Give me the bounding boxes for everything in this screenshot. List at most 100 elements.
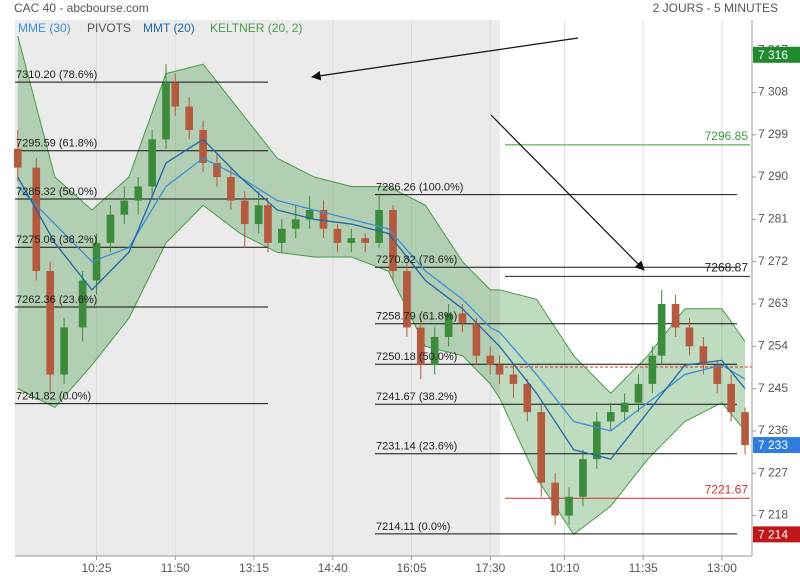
candle-body — [185, 106, 193, 131]
fibonacci-label: 7231.14 (23.6%) — [376, 441, 457, 453]
candle-body — [291, 219, 300, 229]
chart-title: CAC 40 - abcbourse.com — [14, 1, 149, 15]
fibonacci-label: 7275.06 (38.2%) — [16, 234, 97, 246]
candle-body — [227, 177, 235, 201]
candle-body — [148, 139, 156, 187]
candle-body — [495, 365, 504, 375]
candle-body — [403, 271, 411, 328]
candle-body — [106, 214, 115, 243]
fibonacci-label: 7310.20 (78.6%) — [16, 69, 97, 81]
price-tag — [753, 46, 800, 63]
candle-body — [458, 313, 467, 323]
pivot-label: 7221.67 — [705, 482, 749, 496]
candle-body — [509, 374, 518, 384]
chart-subtitle: 2 JOURS - 5 MINUTES — [653, 1, 778, 15]
candle-body — [634, 383, 643, 403]
x-tick-label: 10:10 — [549, 561, 579, 575]
moving-average-line — [17, 138, 746, 460]
fibonacci-label: 7286.26 (100.0%) — [376, 182, 463, 194]
fibonacci-label: 7250.18 (50.0%) — [376, 351, 457, 363]
legend-entry: MMT (20) — [143, 21, 195, 35]
y-tick-label: 7 227 — [758, 465, 788, 479]
y-tick-label: 7 272 — [758, 254, 788, 268]
previous-session-shade — [15, 20, 500, 556]
candle-body — [551, 482, 559, 516]
annotation-arrow — [311, 37, 579, 81]
fibonacci-label: 7270.82 (78.6%) — [376, 254, 457, 266]
candle-body — [305, 209, 314, 220]
price-tag-label: 7 214 — [758, 528, 788, 542]
fibonacci-label: 7258.79 (61.8%) — [376, 311, 457, 323]
y-tick-label: 7 281 — [758, 212, 788, 226]
fibonacci-label: 7214.11 (0.0%) — [376, 521, 450, 533]
candle-body — [199, 130, 207, 163]
candle-body — [537, 412, 546, 483]
fibonacci-label: 7241.67 (38.2%) — [376, 391, 457, 403]
candle-body — [565, 496, 573, 516]
legend-entry: KELTNER (20, 2) — [210, 21, 302, 35]
candle-body — [430, 336, 439, 366]
candle-body — [444, 313, 453, 337]
candle-body — [685, 327, 694, 347]
candle-body — [741, 412, 749, 446]
x-tick-label: 10:25 — [82, 561, 112, 575]
candle-body — [713, 365, 722, 384]
price-tag-label: 7 316 — [758, 48, 788, 62]
x-tick-label: 17:30 — [475, 561, 505, 575]
candle-body — [389, 209, 397, 272]
candle-body — [333, 228, 342, 243]
candle-body — [486, 355, 495, 366]
legend-entry: MME (30) — [18, 21, 71, 35]
price-tag — [753, 437, 800, 454]
fibonacci-label: 7285.32 (50.0%) — [16, 186, 97, 198]
candle-body — [277, 228, 286, 243]
candle-body — [264, 205, 272, 243]
y-tick-label: 7 308 — [758, 85, 788, 99]
candle-body — [319, 209, 328, 229]
candle-body — [13, 148, 22, 168]
moving-average-line — [17, 157, 746, 432]
candle-body — [592, 421, 601, 460]
legend-entry: PIVOTS — [87, 21, 131, 35]
fibonacci-label: 7241.82 (0.0%) — [16, 390, 91, 402]
y-tick-label: 7 263 — [758, 296, 788, 310]
candle-body — [648, 355, 657, 384]
candle-body — [657, 303, 666, 356]
y-tick-label: 7 290 — [758, 169, 788, 183]
candle-body — [523, 383, 532, 413]
y-tick-label: 7 236 — [758, 423, 788, 437]
y-tick-label: 7 254 — [758, 338, 788, 352]
candle-body — [699, 346, 708, 366]
x-tick-label: 16:05 — [397, 561, 427, 575]
keltner-upper — [17, 35, 746, 395]
candle-body — [416, 327, 425, 366]
y-tick-label: 7 218 — [758, 508, 788, 522]
candle-body — [213, 162, 221, 178]
x-tick-label: 13:15 — [239, 561, 269, 575]
candle-body — [671, 303, 680, 328]
candle-body — [347, 238, 356, 243]
x-tick-label: 14:40 — [318, 561, 348, 575]
candle-body — [120, 200, 129, 215]
pivot-label: 7268.87 — [705, 261, 749, 275]
candle-body — [472, 322, 481, 356]
candle-body — [134, 186, 143, 201]
candle-body — [32, 167, 41, 272]
x-tick-label: 13:00 — [707, 561, 737, 575]
candle-body — [361, 238, 370, 243]
y-tick-label: 7 245 — [758, 381, 788, 395]
fibonacci-label: 7295.59 (61.8%) — [16, 138, 97, 150]
candle-body — [162, 83, 170, 140]
x-tick-label: 11:50 — [161, 561, 190, 575]
candle-body — [78, 280, 87, 328]
annotation-arrow — [490, 114, 645, 271]
fibonacci-label: 7262.36 (23.6%) — [16, 294, 97, 306]
candle-body — [92, 242, 101, 281]
y-tick-label: 7 299 — [758, 127, 788, 141]
candle-body — [46, 271, 55, 375]
candle-body — [727, 383, 735, 413]
candle-body — [606, 412, 615, 422]
candle-body — [579, 459, 587, 497]
overlay: 10:25 11:50 13:15 14:40 16:05 17:30 10:10 11:35… — [16, 21, 800, 575]
